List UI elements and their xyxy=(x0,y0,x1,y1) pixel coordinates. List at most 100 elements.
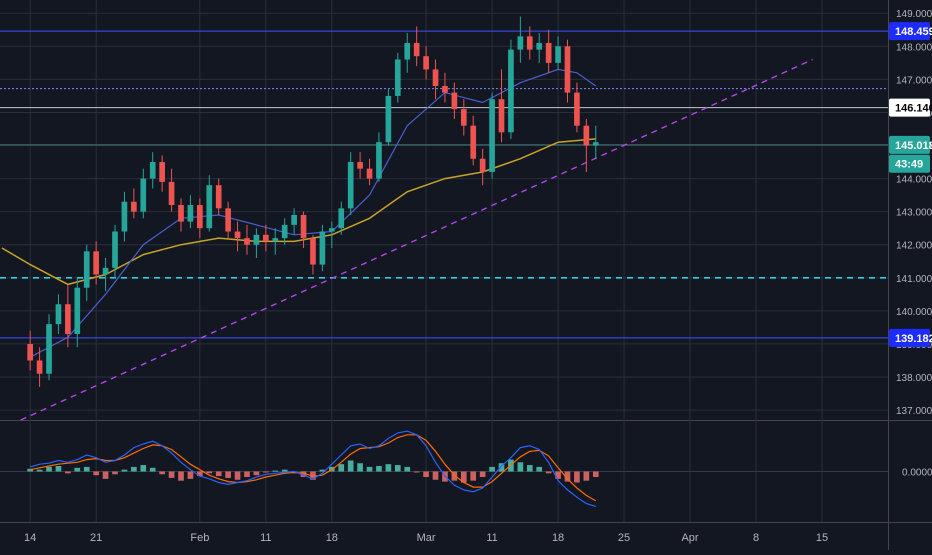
price-label-box xyxy=(889,98,930,117)
macd-histogram-bar xyxy=(159,471,165,475)
macd-histogram-bar xyxy=(281,469,288,472)
macd-panel xyxy=(0,430,888,507)
macd-histogram-bar xyxy=(27,468,33,472)
macd-histogram-bar xyxy=(479,471,486,478)
price-label-text: 146.146 xyxy=(895,103,932,115)
macd-histogram-bar xyxy=(102,471,109,479)
candle-body xyxy=(517,36,524,50)
price-tick-label: 143.000 xyxy=(896,208,932,219)
macd-histogram-bar xyxy=(489,466,495,472)
macd-histogram-bar xyxy=(536,466,543,472)
macd-histogram-bar xyxy=(234,471,241,480)
macd-line xyxy=(30,430,596,507)
price-tick-label: 140.000 xyxy=(896,307,932,318)
candle-body xyxy=(55,304,62,325)
candle-body xyxy=(564,46,571,93)
candle-body xyxy=(328,228,335,232)
macd-histogram-bar xyxy=(83,466,90,472)
macd-histogram-bar xyxy=(451,471,458,481)
price-label-box xyxy=(889,154,930,173)
macd-histogram-bar xyxy=(178,471,184,481)
candle-body xyxy=(574,92,580,126)
price-tick-label: 148.000 xyxy=(896,42,932,53)
candle-body xyxy=(489,99,495,172)
macd-histogram-bar xyxy=(55,465,62,472)
macd-zero-label: 0.0000 xyxy=(902,468,932,479)
candle-body xyxy=(244,238,250,245)
candle-body xyxy=(140,178,147,212)
price-axis-bg xyxy=(888,0,932,550)
macd-histogram-bar xyxy=(574,471,580,483)
macd-signal-line xyxy=(30,434,597,502)
macd-histogram-bar xyxy=(244,471,250,478)
candle-body xyxy=(366,168,373,179)
macd-histogram-bar xyxy=(592,471,599,478)
price-label-box xyxy=(889,135,930,154)
macd-histogram-bar xyxy=(376,465,382,472)
candle-body xyxy=(225,208,231,232)
macd-histogram-bar xyxy=(149,467,156,472)
candle-body xyxy=(27,343,33,361)
macd-histogram-bar xyxy=(36,469,43,472)
candle-body xyxy=(36,360,43,374)
candle-body xyxy=(83,251,90,288)
candle-body xyxy=(112,231,118,268)
macd-histogram-bar xyxy=(197,471,203,477)
macd-histogram-bar xyxy=(583,471,590,481)
macd-histogram-bar xyxy=(121,469,128,472)
date-tick-label: 11 xyxy=(486,532,497,544)
macd-histogram-bar xyxy=(394,465,401,472)
candle-body xyxy=(545,42,552,63)
price-tick-label: 149.000 xyxy=(896,9,932,20)
macd-histogram-bar xyxy=(413,471,420,473)
candle-body xyxy=(131,201,137,212)
price-tick-label: 147.000 xyxy=(896,75,932,86)
date-tick-label: 11 xyxy=(260,532,271,544)
macd-histogram-bar xyxy=(93,471,99,476)
price-tick-label: 144.000 xyxy=(896,175,932,186)
candle-body xyxy=(385,95,392,143)
candle-body xyxy=(74,287,81,335)
candle-body xyxy=(263,234,269,242)
price-tick-label: 138.000 xyxy=(896,373,932,384)
price-label-text: 145.018 xyxy=(895,140,932,152)
candle-body xyxy=(272,238,279,242)
macd-histogram-bar xyxy=(432,471,439,480)
macd-histogram-bar xyxy=(526,465,533,472)
price-label-box xyxy=(889,328,930,347)
macd-histogram-bar xyxy=(423,471,429,478)
candle-body xyxy=(592,142,599,146)
macd-histogram-bar xyxy=(131,466,137,472)
candle-body xyxy=(178,205,184,222)
candle-body xyxy=(338,208,345,229)
candle-body xyxy=(300,214,307,239)
candle-body xyxy=(583,125,590,146)
candle-body xyxy=(102,267,109,275)
candle-body xyxy=(159,162,165,182)
candle-body xyxy=(168,181,175,206)
candle-body xyxy=(197,205,203,229)
macd-histogram-bar xyxy=(46,466,52,472)
candle-body xyxy=(46,324,52,374)
candle-body xyxy=(479,158,486,172)
price-label-box xyxy=(889,22,930,41)
macd-histogram-bar xyxy=(498,463,505,472)
macd-histogram-bar xyxy=(74,467,81,472)
candle-body xyxy=(423,56,429,70)
candle-body xyxy=(93,251,99,275)
macd-histogram-bar xyxy=(112,471,118,475)
macd-histogram-bar xyxy=(460,471,467,483)
macd-histogram-bar xyxy=(366,466,373,472)
price-label-text: 139.182 xyxy=(895,333,932,345)
date-tick-label: 8 xyxy=(753,532,759,544)
macd-histogram-bar xyxy=(263,471,269,473)
candle-body xyxy=(526,36,533,50)
macd-histogram-bar xyxy=(140,465,147,472)
price-label-text: 43:49 xyxy=(895,159,923,171)
macd-histogram-bar xyxy=(545,471,552,474)
candle-body xyxy=(498,99,505,133)
candle-body xyxy=(215,185,222,209)
